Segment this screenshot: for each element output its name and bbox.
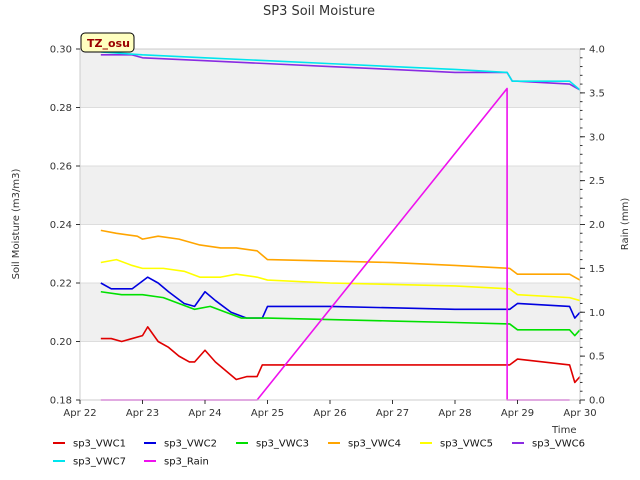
- legend-label-sp3_VWC6: sp3_VWC6: [532, 439, 585, 450]
- legend: sp3_VWC1 sp3_VWC2 sp3_VWC3 sp3_VWC4 sp3_VWC5…: [53, 439, 585, 468]
- y2-tick-label: 0.5: [589, 352, 605, 363]
- y2-tick-label: 1.5: [589, 264, 605, 275]
- legend-label-sp3_VWC5: sp3_VWC5: [440, 439, 493, 450]
- y-tick-label: 0.22: [50, 279, 72, 290]
- y-tick-label: 0.26: [50, 162, 72, 173]
- y2-tick-label: 2.0: [589, 220, 605, 231]
- series-line-sp3_VWC4: [100, 229, 581, 281]
- grid-band: [80, 283, 580, 342]
- y-tick-label: 0.20: [50, 337, 72, 348]
- y2-axis-label: Rain (mm): [620, 198, 631, 251]
- series-line-sp3_VWC7: [100, 51, 581, 91]
- series-line-sp3_VWC3: [100, 290, 581, 337]
- legend-label-sp3_VWC4: sp3_VWC4: [348, 439, 401, 450]
- legend-label-sp3_VWC2: sp3_VWC2: [164, 439, 217, 450]
- legend-label-sp3_VWC3: sp3_VWC3: [256, 439, 309, 450]
- y-tick-label: 0.30: [50, 45, 72, 56]
- series-line-sp3_VWC1: [100, 326, 581, 384]
- x-tick-label: Apr 23: [126, 408, 159, 419]
- y-tick-label: 0.18: [50, 396, 72, 407]
- grid-band: [80, 166, 580, 225]
- y2-axis-ticks: 0.0 0.5 1.0 1.5 2.0 2.5 3.0 3.5 4.0: [580, 45, 605, 407]
- site-label: TZ_osu: [87, 37, 130, 50]
- y2-tick-label: 3.0: [589, 132, 605, 143]
- y-tick-label: 0.28: [50, 103, 72, 114]
- series-line-sp3_Rain: [100, 87, 570, 401]
- x-tick-label: Apr 28: [438, 408, 471, 419]
- chart-title: SP3 Soil Moisture: [263, 4, 375, 19]
- legend-label-sp3_VWC1: sp3_VWC1: [73, 439, 126, 450]
- x-tick-label: Apr 25: [251, 408, 284, 419]
- x-tick-label: Apr 27: [376, 408, 409, 419]
- series-lines: [100, 51, 581, 401]
- legend-label-sp3_Rain: sp3_Rain: [164, 457, 209, 468]
- x-axis-label: Time: [551, 425, 576, 436]
- site-label-background: [80, 32, 135, 53]
- site-label-box: TZ_osu: [80, 32, 135, 53]
- series-line-sp3_VWC5: [100, 258, 581, 302]
- y2-tick-label: 3.5: [589, 88, 605, 99]
- y-axis-ticks: 0.18 0.20 0.22 0.24 0.26 0.28 0.30: [50, 45, 80, 407]
- x-tick-label: Apr 29: [501, 408, 534, 419]
- series-line-sp3_VWC2: [100, 276, 581, 319]
- x-tick-label: Apr 26: [313, 408, 346, 419]
- grid-bands: [80, 48, 580, 401]
- y2-tick-label: 4.0: [589, 45, 605, 56]
- x-tick-label: Apr 24: [188, 408, 221, 419]
- y-axis-label: Soil Moisture (m3/m3): [11, 169, 22, 280]
- x-tick-label: Apr 30: [563, 408, 596, 419]
- y2-tick-label: 0.0: [589, 396, 605, 407]
- y2-tick-label: 2.5: [589, 176, 605, 187]
- x-tick-label: Apr 22: [63, 408, 96, 419]
- y-tick-label: 0.24: [50, 220, 72, 231]
- legend-label-sp3_VWC7: sp3_VWC7: [73, 457, 126, 468]
- series-line-sp3_VWC6: [100, 54, 581, 91]
- x-axis-ticks: Apr 22 Apr 23 Apr 24 Apr 25 Apr 26 Apr 27 Apr …: [63, 400, 597, 419]
- y2-tick-label: 1.0: [589, 308, 605, 319]
